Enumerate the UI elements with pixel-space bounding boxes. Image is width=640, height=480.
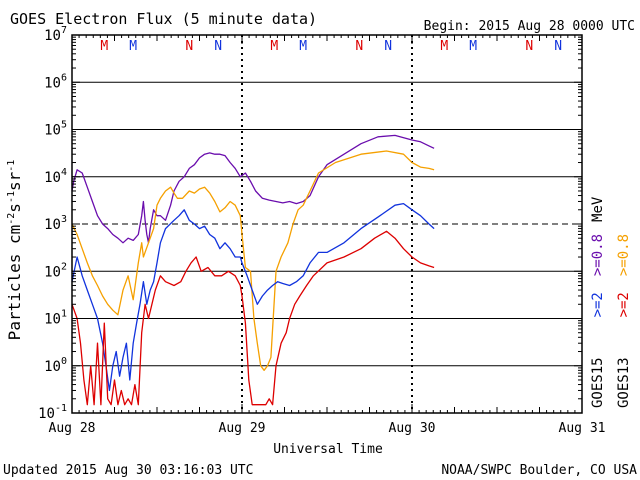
y-tick-label-exponent: 2 xyxy=(61,261,67,272)
event-marker-1: M xyxy=(129,39,137,54)
x-axis-label: Universal Time xyxy=(273,442,383,457)
event-marker-7: N xyxy=(384,39,392,54)
x-tick-label-0: Aug 28 xyxy=(49,421,96,436)
svg-text:Particles cm-2s-1sr-1: Particles cm-2s-1sr-1 xyxy=(5,160,24,341)
grid-lines xyxy=(72,35,582,413)
legend-channel-goes15-0: >=2 xyxy=(590,292,606,317)
begin-label: Begin: 2015 Aug 28 0000 UTC xyxy=(424,19,635,34)
y-axis-label-base: Particles cm xyxy=(5,225,24,341)
legend-channel-goes13-0: >=2 xyxy=(616,292,632,317)
y-tick-label-3: 104 xyxy=(44,167,67,186)
y-tick-label-base: 10 xyxy=(44,359,61,375)
legend-text-goes13: GOES13 >=2 >=0.8 xyxy=(616,234,632,408)
series-line-0 xyxy=(71,134,435,244)
y-tick-label-exponent: 3 xyxy=(61,214,67,225)
series-line-2 xyxy=(71,202,435,392)
y-tick-label-1: 106 xyxy=(44,72,67,91)
event-marker-9: M xyxy=(469,39,477,54)
event-marker-3: N xyxy=(214,39,222,54)
chart-title: GOES Electron Flux (5 minute data) xyxy=(10,10,317,28)
y-tick-label-base: 10 xyxy=(44,123,61,139)
y-tick-label-base: 10 xyxy=(44,312,61,328)
y-tick-label-base: 10 xyxy=(44,28,61,44)
y-tick-label-6: 101 xyxy=(44,309,67,328)
y-axis-label-sr: sr xyxy=(5,171,24,191)
y-tick-label-0: 107 xyxy=(44,25,67,44)
y-tick-label-exponent: 0 xyxy=(61,356,67,367)
y-tick-label-exponent: 1 xyxy=(61,309,67,320)
data-series xyxy=(71,134,435,406)
series-line-1 xyxy=(71,150,435,371)
y-tick-label-base: 10 xyxy=(44,170,61,186)
legend-group-goes15: GOES15 >=2 >=0.8 MeV xyxy=(590,196,606,408)
y-tick-label-2: 105 xyxy=(44,120,67,139)
y-tick-label-5: 102 xyxy=(44,261,67,280)
y-tick-label-exponent: 5 xyxy=(61,120,67,131)
event-marker-4: M xyxy=(270,39,278,54)
legend-text-goes15: GOES15 >=2 >=0.8 MeV xyxy=(590,196,606,408)
event-marker-8: M xyxy=(440,39,448,54)
y-axis-label-s: s xyxy=(5,203,24,213)
y-tick-label-exponent: 6 xyxy=(61,72,67,83)
y-axis-label-sup3: -1 xyxy=(6,160,17,172)
event-marker-11: N xyxy=(554,39,562,54)
legend-group-goes13: GOES13 >=2 >=0.8 xyxy=(616,234,632,408)
y-tick-label-base: 10 xyxy=(44,217,61,233)
legend-channel-goes15-1: >=0.8 xyxy=(590,234,606,276)
y-tick-label-exponent: 4 xyxy=(61,167,67,178)
y-tick-label-exponent: 7 xyxy=(61,25,67,36)
legend-unit: MeV xyxy=(590,196,606,222)
footer-updated: Updated 2015 Aug 30 03:16:03 UTC xyxy=(3,463,253,478)
y-tick-label-base: 10 xyxy=(38,406,55,422)
y-axis-label: Particles cm-2s-1sr-1 xyxy=(5,160,24,341)
y-tick-label-4: 103 xyxy=(44,214,67,233)
series-line-3 xyxy=(71,230,435,406)
y-tick-label-7: 100 xyxy=(44,356,67,375)
x-tick-label-3: Aug 31 xyxy=(559,421,606,436)
legend-satellite-name: GOES15 xyxy=(590,357,606,408)
x-tick-label-1: Aug 29 xyxy=(219,421,266,436)
y-tick-label-8: 10-1 xyxy=(38,403,67,422)
footer-credit: NOAA/SWPC Boulder, CO USA xyxy=(441,463,637,478)
y-axis-label-sup1: -2 xyxy=(6,213,17,225)
x-tick-label-2: Aug 30 xyxy=(389,421,436,436)
y-tick-label-exponent: -1 xyxy=(55,403,67,414)
event-marker-5: M xyxy=(299,39,307,54)
y-tick-label-base: 10 xyxy=(44,75,61,91)
event-marker-0: M xyxy=(100,39,108,54)
y-axis-label-sup2: -1 xyxy=(6,191,17,203)
event-marker-10: N xyxy=(525,39,533,54)
legend: GOES15 >=2 >=0.8 MeV GOES13 >=2 >=0.8 xyxy=(590,196,632,408)
event-marker-6: N xyxy=(355,39,363,54)
y-tick-label-base: 10 xyxy=(44,264,61,280)
legend-satellite-name: GOES13 xyxy=(616,357,632,408)
event-marker-2: N xyxy=(185,39,193,54)
legend-channel-goes13-1: >=0.8 xyxy=(616,234,632,276)
